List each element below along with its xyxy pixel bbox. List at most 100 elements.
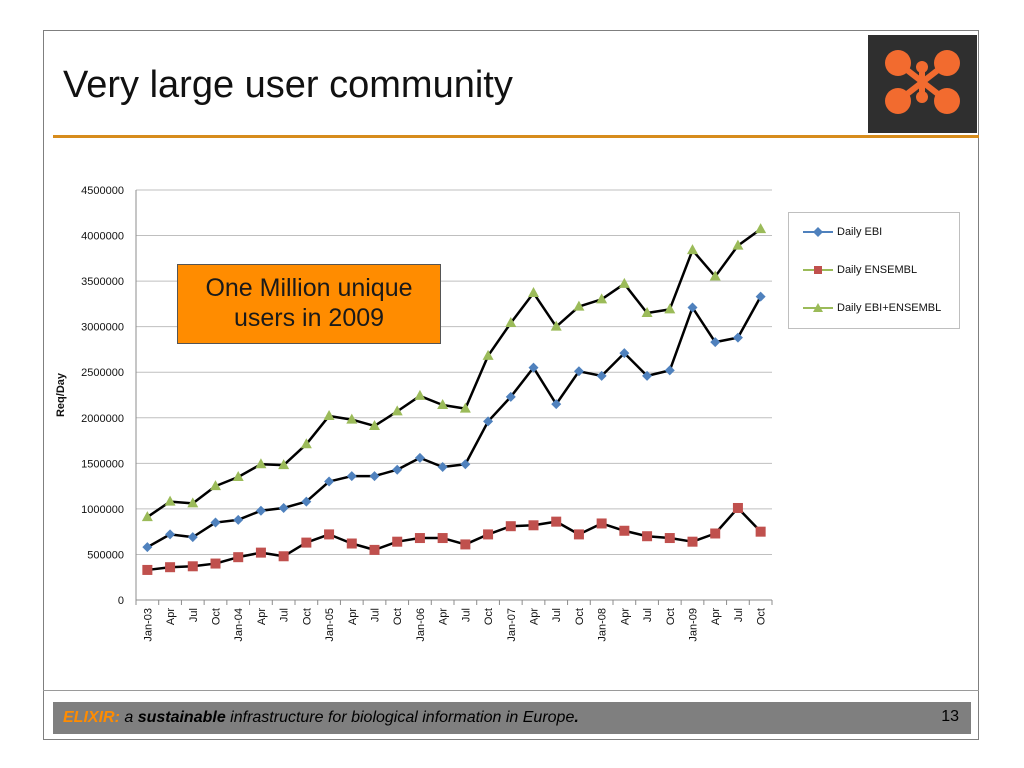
data-point-combined bbox=[641, 307, 653, 317]
y-tick-label: 0 bbox=[118, 595, 124, 607]
footer-divider bbox=[43, 690, 979, 691]
data-point-combined bbox=[278, 459, 290, 470]
footer-a: a bbox=[119, 709, 138, 726]
data-point-combined bbox=[482, 349, 494, 360]
data-point-ensembl bbox=[664, 533, 675, 544]
callout-line-1: One Million unique bbox=[205, 274, 413, 302]
data-point-ensembl bbox=[505, 521, 516, 532]
x-tick-label: Apr bbox=[619, 608, 631, 625]
footer-elixir: ELIXIR: bbox=[63, 709, 120, 726]
footer-text: ELIXIR: a sustainable infrastructure for… bbox=[63, 709, 579, 727]
x-tick-label: Jul bbox=[188, 608, 200, 622]
data-point-combined bbox=[550, 320, 562, 331]
elixir-logo-icon bbox=[885, 50, 960, 114]
line-chart: 0 500000 1000000 1500000 2000000 2500000 30000… bbox=[55, 185, 773, 642]
data-point-combined bbox=[687, 244, 698, 255]
data-point-combined bbox=[505, 317, 517, 328]
data-point-combined bbox=[528, 286, 539, 297]
data-point-ensembl bbox=[710, 528, 721, 539]
data-point-ensembl bbox=[528, 520, 539, 531]
series-line-combined bbox=[146, 228, 762, 519]
x-tick-label: Apr bbox=[438, 608, 450, 625]
data-point-combined bbox=[187, 497, 199, 508]
legend-item-ebi: Daily EBI bbox=[803, 226, 882, 238]
series-line-ebi bbox=[146, 295, 762, 549]
y-tick-label: 3500000 bbox=[81, 276, 124, 288]
x-tick-label: Jul bbox=[370, 608, 382, 622]
data-point-ensembl bbox=[414, 533, 425, 544]
title-divider bbox=[53, 135, 979, 138]
data-point-ensembl bbox=[233, 552, 244, 563]
data-point-ensembl bbox=[165, 562, 176, 573]
data-point-ebi bbox=[369, 471, 380, 482]
data-point-combined bbox=[164, 495, 176, 506]
data-point-ensembl bbox=[324, 529, 335, 540]
data-point-combined bbox=[596, 293, 608, 304]
data-point-ebi bbox=[664, 365, 675, 376]
x-tick-label: Oct bbox=[483, 608, 495, 625]
data-point-combined bbox=[232, 471, 244, 481]
data-point-ensembl bbox=[619, 525, 630, 536]
data-point-combined bbox=[369, 419, 380, 430]
data-point-ebi bbox=[551, 399, 562, 410]
data-point-ensembl bbox=[755, 526, 766, 537]
chart-legend: Daily EBI Daily ENSEMBL Daily EBI+ENSEMB… bbox=[788, 212, 960, 329]
data-point-ebi bbox=[642, 370, 653, 381]
data-point-ensembl bbox=[483, 529, 494, 540]
legend-label-ebi: Daily EBI bbox=[837, 226, 883, 238]
x-tick-label: Jan-04 bbox=[233, 608, 245, 642]
data-point-combined bbox=[732, 239, 744, 250]
data-point-combined bbox=[141, 511, 153, 522]
x-tick-label: Oct bbox=[211, 608, 223, 625]
y-tick-label: 500000 bbox=[87, 549, 124, 561]
x-tick-label: Apr bbox=[710, 608, 722, 625]
page-number: 13 bbox=[941, 708, 959, 725]
x-tick-label: Oct bbox=[756, 608, 768, 625]
data-point-ensembl bbox=[142, 564, 153, 575]
y-tick-label: 1000000 bbox=[81, 504, 124, 516]
data-point-ebi bbox=[278, 502, 289, 513]
data-point-ensembl bbox=[596, 518, 607, 529]
data-point-combined bbox=[300, 438, 312, 449]
data-point-ensembl bbox=[687, 536, 698, 547]
callout-line-2: users in 2009 bbox=[233, 304, 385, 332]
data-point-ebi bbox=[324, 476, 335, 487]
data-point-ebi bbox=[755, 291, 766, 302]
x-tick-label: Jul bbox=[642, 608, 654, 622]
data-point-ensembl bbox=[346, 538, 357, 549]
data-point-ebi bbox=[437, 461, 448, 472]
data-point-combined bbox=[255, 458, 267, 469]
data-point-ebi bbox=[710, 337, 721, 348]
legend-triangle-icon bbox=[803, 303, 833, 313]
footer-rest: infrastructure for biological informatio… bbox=[225, 709, 575, 726]
x-tick-label: Jan-07 bbox=[506, 608, 518, 642]
footer-period: . bbox=[574, 709, 579, 726]
y-tick-label: 4500000 bbox=[81, 185, 124, 197]
legend-label-combined: Daily EBI+ENSEMBL bbox=[837, 302, 942, 314]
data-point-ebi bbox=[187, 532, 198, 543]
data-point-ebi bbox=[233, 514, 244, 525]
data-point-ebi bbox=[142, 542, 153, 553]
data-point-ensembl bbox=[278, 551, 289, 562]
y-axis-label: Req/Day bbox=[55, 372, 67, 417]
data-point-combined bbox=[459, 402, 471, 413]
x-tick-label: Jan-06 bbox=[415, 608, 427, 642]
data-point-ebi bbox=[483, 416, 494, 427]
y-tick-label: 2500000 bbox=[81, 367, 124, 379]
data-point-ebi bbox=[619, 348, 630, 359]
legend-item-combined: Daily EBI+ENSEMBL bbox=[803, 302, 941, 314]
data-point-combined bbox=[664, 303, 676, 314]
slide-frame bbox=[43, 30, 979, 740]
data-point-ensembl bbox=[301, 537, 312, 548]
x-tick-label: Apr bbox=[529, 608, 541, 625]
callout-box: One Million unique users in 2009 bbox=[177, 264, 441, 344]
x-tick-label: Jul bbox=[551, 608, 563, 622]
data-point-ensembl bbox=[187, 561, 198, 572]
data-point-ebi bbox=[255, 505, 266, 516]
y-tick-label: 2000000 bbox=[81, 413, 124, 425]
data-point-ebi bbox=[528, 362, 539, 373]
data-point-combined bbox=[323, 409, 335, 420]
data-point-combined bbox=[755, 223, 767, 234]
data-point-ensembl bbox=[460, 539, 471, 550]
data-point-combined bbox=[414, 389, 426, 400]
